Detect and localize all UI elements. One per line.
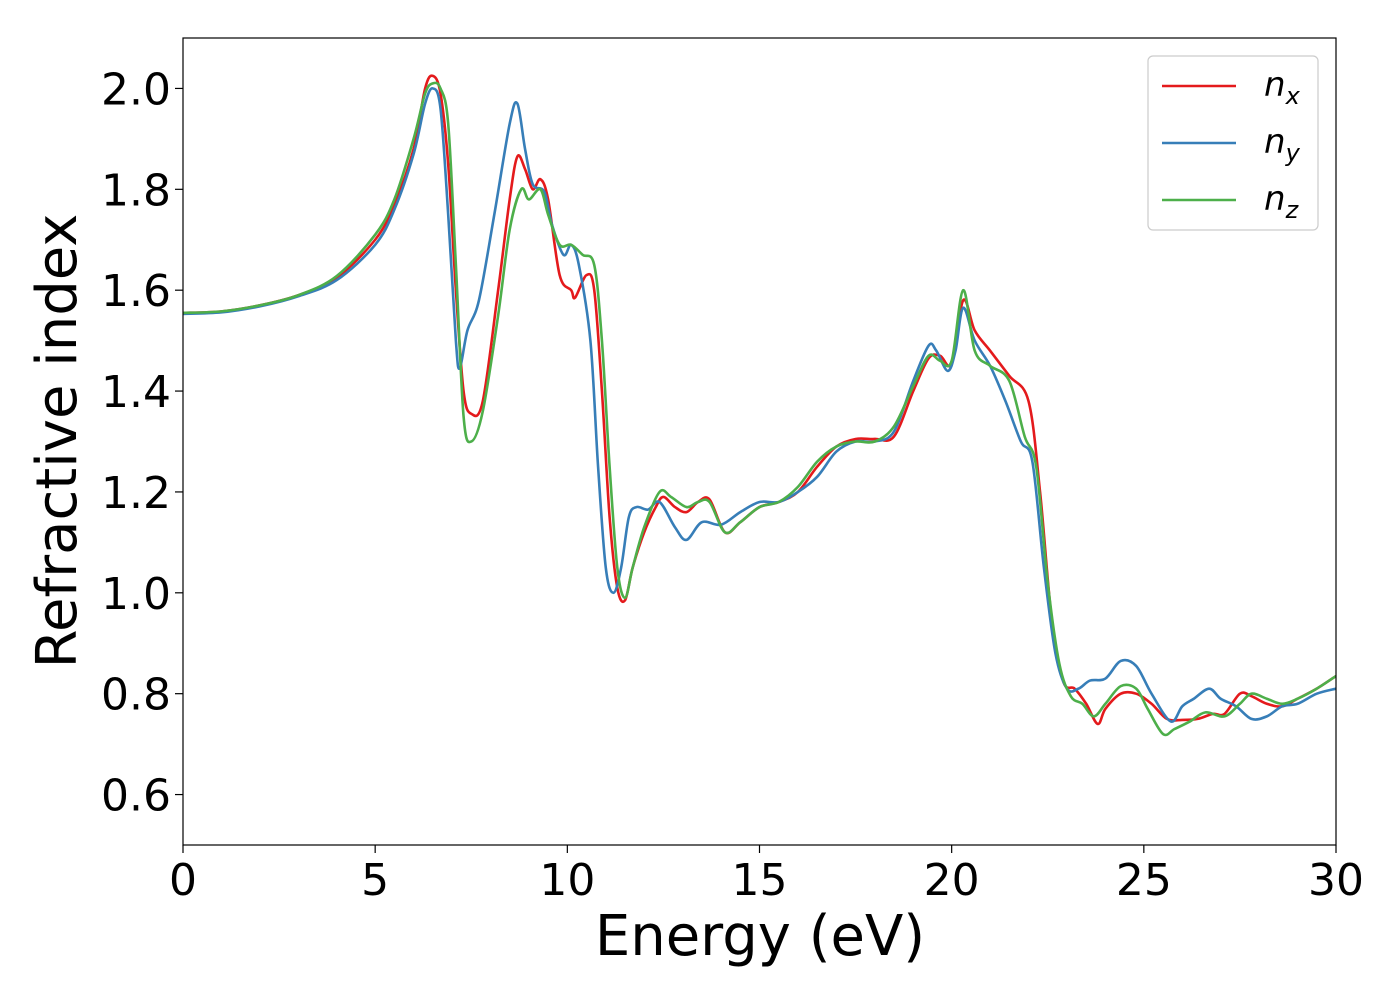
legend-label-subscript: y	[1285, 139, 1301, 167]
x-tick-label: 20	[924, 855, 980, 906]
x-tick-label: 0	[169, 855, 197, 906]
legend-label-x: nx	[1264, 65, 1301, 110]
x-axis-ticks: 0 5 10 15 20 25 30	[169, 845, 1364, 906]
y-axis-ticks: 0.6 0.8 1.0 1.2 1.4 1.6 1.8 2.0	[101, 64, 183, 822]
y-tick-label: 1.8	[101, 165, 171, 216]
legend-label-y: ny	[1264, 122, 1301, 167]
y-tick-label: 0.8	[101, 670, 171, 721]
y-tick-label: 1.4	[101, 367, 171, 418]
legend-label-base: n	[1264, 65, 1286, 105]
legend-label-z: nz	[1264, 179, 1300, 224]
y-tick-label: 0.6	[101, 771, 171, 822]
legend-label-subscript: x	[1285, 82, 1301, 110]
legend-label-base: n	[1264, 179, 1286, 219]
x-tick-label: 25	[1116, 855, 1172, 906]
x-axis-title: Energy (eV)	[595, 904, 925, 969]
y-tick-label: 1.2	[101, 468, 171, 519]
legend-label-base: n	[1264, 122, 1286, 162]
x-tick-label: 5	[361, 855, 389, 906]
y-tick-label: 2.0	[101, 64, 171, 115]
series-layer	[183, 74, 1336, 737]
series-line-z	[183, 81, 1336, 737]
legend-label-subscript: z	[1285, 196, 1300, 224]
y-axis-title: Refractive index	[25, 214, 90, 669]
y-tick-label: 1.6	[101, 266, 171, 317]
x-tick-label: 10	[539, 855, 595, 906]
x-tick-label: 15	[732, 855, 788, 906]
x-tick-label: 30	[1308, 855, 1364, 906]
y-tick-label: 1.0	[101, 569, 171, 620]
